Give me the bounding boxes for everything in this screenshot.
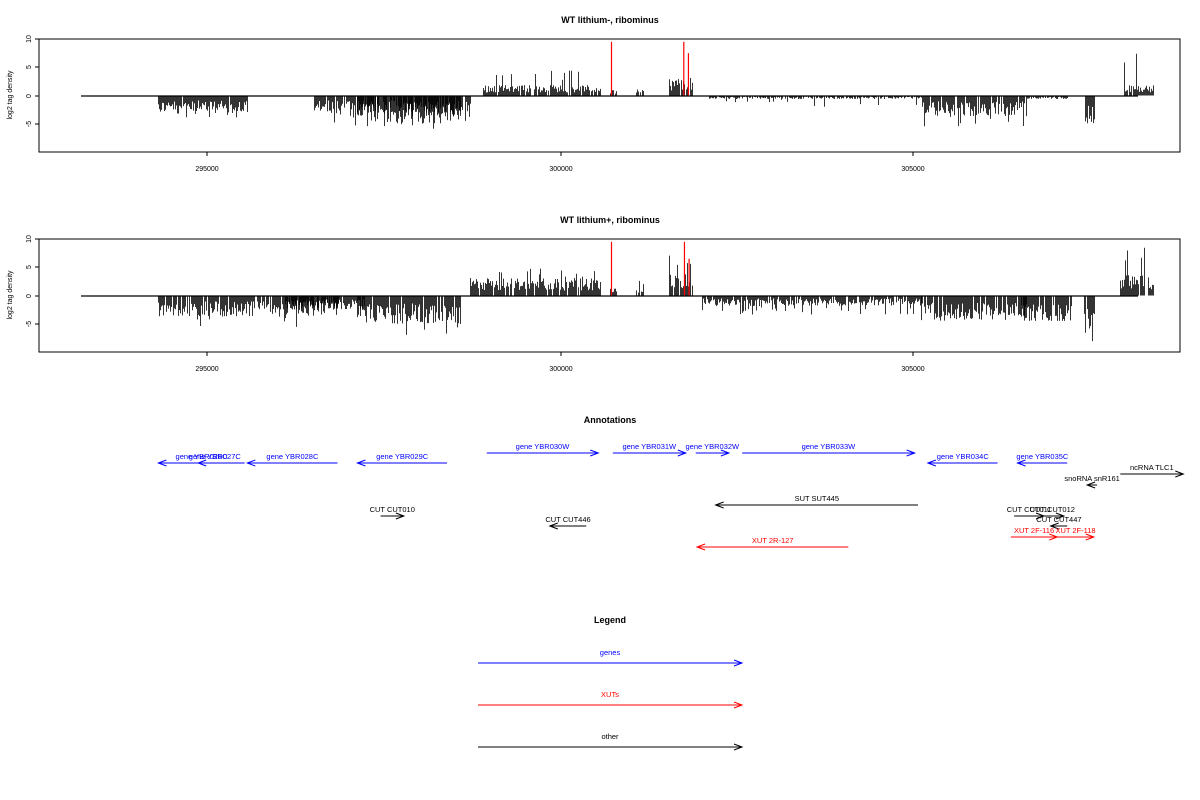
feature-label: gene YBR027C — [189, 452, 242, 461]
legend-label: genes — [600, 648, 621, 657]
y-tick-label: 0 — [26, 94, 33, 98]
feature-label: snoRNA snR161 — [1064, 474, 1119, 483]
legend-label: XUTs — [601, 690, 619, 699]
feature-arrowhead — [1085, 481, 1096, 489]
feature-arrowhead — [1016, 459, 1026, 467]
feature-label: XUT 2F-118 — [1055, 526, 1095, 535]
y-tick-label: 5 — [26, 265, 33, 269]
feature-label: gene YBR030W — [516, 442, 571, 451]
feature-label: CUT CUT012 — [1030, 505, 1075, 514]
feature-arrowhead — [590, 449, 600, 457]
density-bars — [158, 41, 1154, 129]
feature-label: SUT SUT445 — [795, 494, 839, 503]
feature-label: CUT CUT010 — [370, 505, 415, 514]
x-tick-label: 305000 — [901, 366, 924, 373]
feature-label: gene YBR033W — [802, 442, 857, 451]
panel-lithium-plus: WT lithium+, ribominus log2 tag density … — [7, 215, 1181, 373]
panel-title: WT lithium+, ribominus — [560, 215, 660, 225]
feature-arrowhead — [196, 459, 207, 467]
feature-arrowhead — [714, 501, 724, 509]
y-tick-label: 0 — [26, 294, 33, 298]
feature-label: XUT 2R-127 — [752, 536, 794, 545]
feature-label: gene YBR035C — [1016, 452, 1069, 461]
feature-arrowhead — [1085, 533, 1096, 541]
feature-arrowhead — [355, 459, 366, 467]
feature-arrowhead — [548, 522, 558, 530]
legend-items: genes XUTs other — [478, 648, 744, 751]
y-tick-label: -5 — [26, 121, 33, 127]
feature-arrowhead — [695, 543, 706, 551]
y-axis-label: log2 tag density — [7, 70, 14, 120]
feature-label: CUT CUT447 — [1036, 515, 1081, 524]
panel-lithium-minus: WT lithium-, ribominus log2 tag density … — [7, 15, 1181, 173]
feature-label: gene YBR034C — [937, 452, 990, 461]
legend-title: Legend — [594, 615, 626, 625]
feature-arrowhead — [677, 449, 688, 457]
feature-label: gene YBR031W — [622, 442, 677, 451]
legend-arrowhead — [733, 701, 744, 709]
x-tick-label: 300000 — [549, 166, 572, 173]
y-tick-label: 10 — [26, 35, 33, 43]
feature-label: gene YBR029C — [376, 452, 429, 461]
annotations-title: Annotations — [584, 415, 637, 425]
panel-title: WT lithium-, ribominus — [561, 15, 659, 25]
x-tick-label: 300000 — [549, 366, 572, 373]
feature-label: CUT CUT011 — [1007, 505, 1052, 514]
density-bars — [158, 241, 1154, 342]
feature-label: gene YBR026C — [176, 452, 229, 461]
feature-arrowhead — [906, 449, 917, 457]
feature-arrowhead — [395, 512, 406, 520]
feature-label: gene YBR032W — [685, 442, 740, 451]
feature-label: gene YBR028C — [266, 452, 319, 461]
legend-arrowhead — [733, 743, 744, 751]
feature-arrowhead — [926, 459, 937, 467]
legend: Legend genes XUTs other — [478, 615, 744, 751]
legend-arrowhead — [733, 659, 744, 667]
legend-label: other — [601, 732, 619, 741]
feature-arrowhead — [720, 449, 731, 457]
y-tick-label: 10 — [26, 235, 33, 243]
feature-arrowhead — [1175, 470, 1185, 478]
x-tick-label: 295000 — [195, 166, 218, 173]
feature-arrowhead — [245, 459, 256, 467]
feature-arrowhead — [1049, 522, 1059, 530]
x-tick-label: 295000 — [195, 366, 218, 373]
x-tick-label: 305000 — [901, 166, 924, 173]
feature-arrowhead — [156, 459, 167, 467]
y-tick-label: -5 — [26, 321, 33, 327]
feature-label: CUT CUT446 — [545, 515, 590, 524]
feature-arrowhead — [1055, 512, 1066, 520]
feature-label: ncRNA TLC1 — [1130, 463, 1174, 472]
y-axis-label: log2 tag density — [7, 270, 14, 320]
y-tick-label: 5 — [26, 65, 33, 69]
feature-label: XUT 2F-116 — [1014, 526, 1054, 535]
